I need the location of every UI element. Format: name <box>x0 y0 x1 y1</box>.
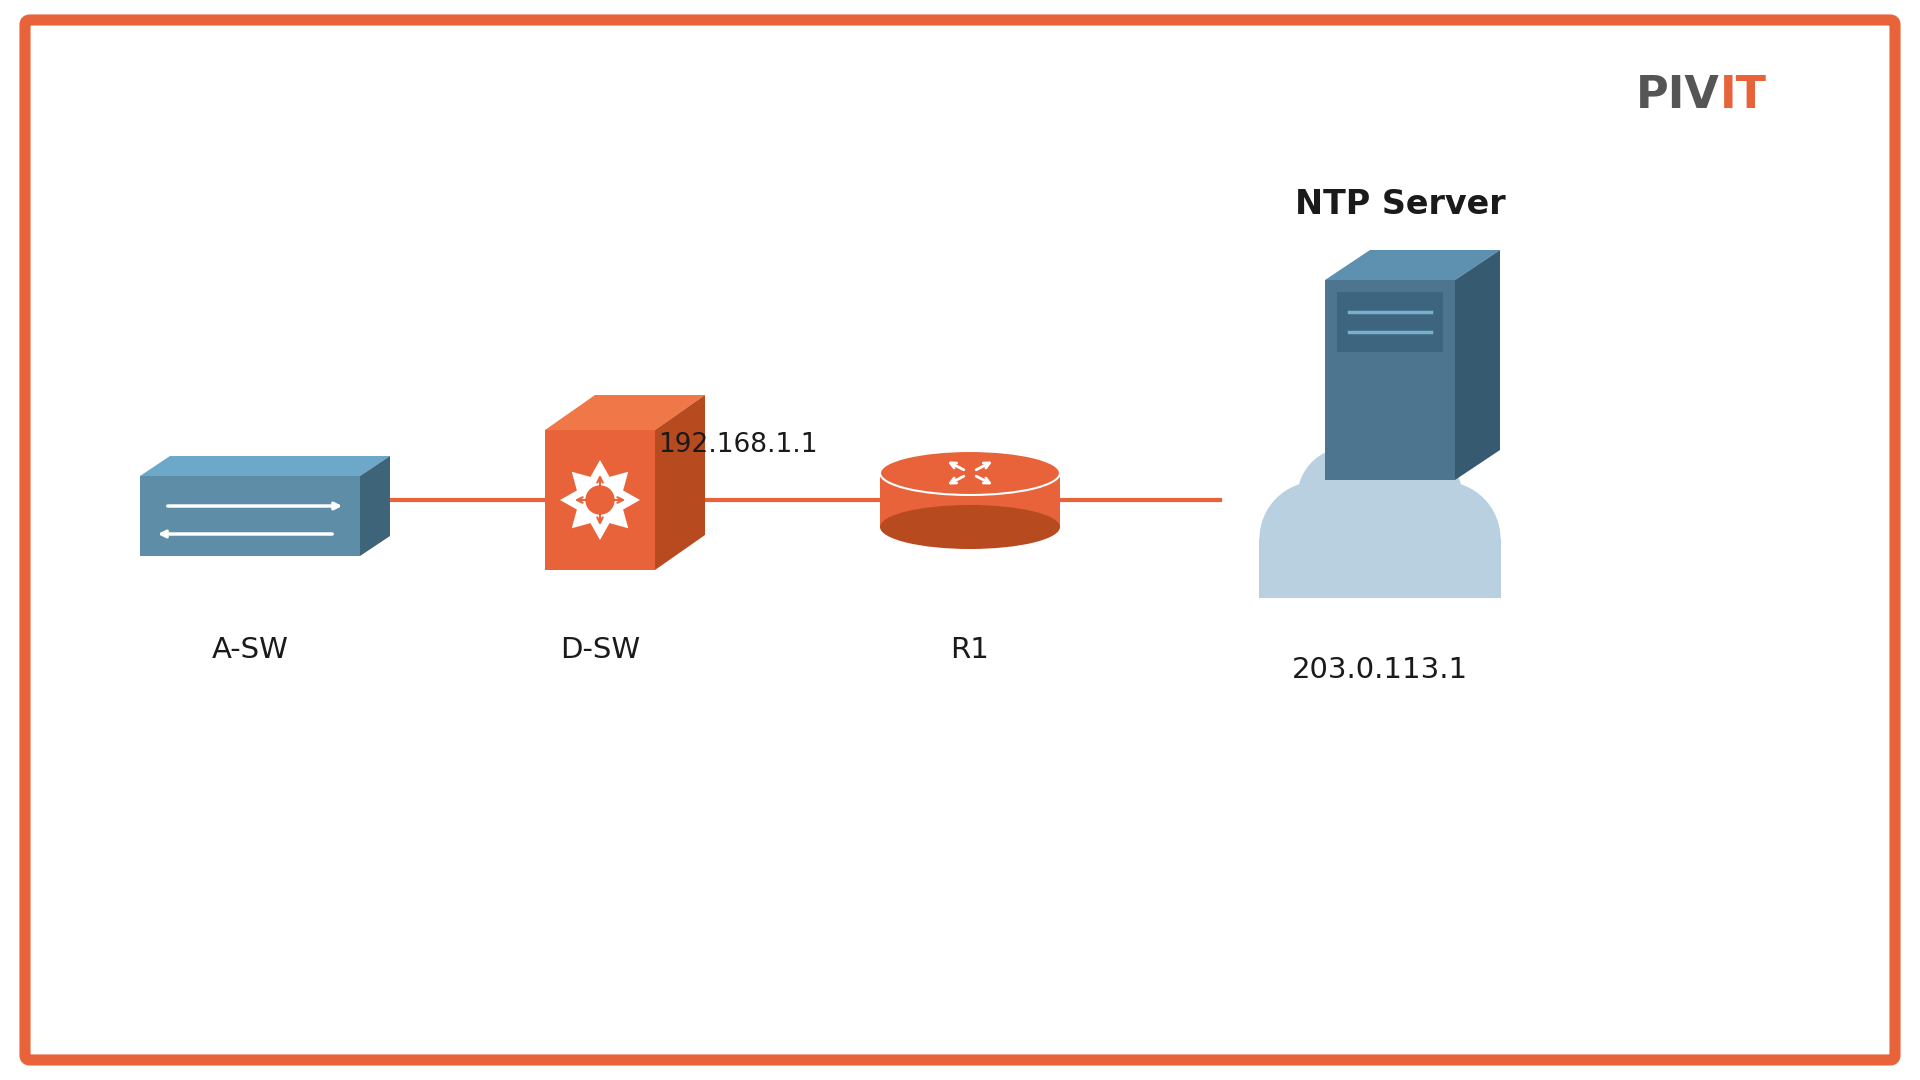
Circle shape <box>1361 447 1463 548</box>
Text: NTP Server: NTP Server <box>1294 189 1505 221</box>
Text: IT: IT <box>1720 73 1766 117</box>
Circle shape <box>1308 449 1452 593</box>
Text: D-SW: D-SW <box>561 636 639 664</box>
Circle shape <box>1260 482 1375 596</box>
Polygon shape <box>561 460 639 540</box>
Text: 192.168.1.1: 192.168.1.1 <box>659 432 818 458</box>
Polygon shape <box>1260 539 1501 598</box>
Polygon shape <box>140 476 361 556</box>
Text: 203.0.113.1: 203.0.113.1 <box>1292 656 1469 684</box>
Ellipse shape <box>879 451 1060 495</box>
Polygon shape <box>1336 292 1444 352</box>
Polygon shape <box>1325 249 1500 280</box>
Polygon shape <box>655 395 705 570</box>
Circle shape <box>1386 482 1501 596</box>
Polygon shape <box>361 456 390 556</box>
Text: A-SW: A-SW <box>211 636 288 664</box>
Polygon shape <box>879 473 1060 527</box>
Ellipse shape <box>879 505 1060 549</box>
Circle shape <box>586 486 614 514</box>
Polygon shape <box>545 430 655 570</box>
Polygon shape <box>545 395 705 430</box>
Text: R1: R1 <box>950 636 989 664</box>
Polygon shape <box>1325 280 1455 480</box>
Polygon shape <box>1455 249 1500 480</box>
Text: PIV: PIV <box>1636 73 1720 117</box>
Polygon shape <box>140 456 390 476</box>
Circle shape <box>1298 447 1398 548</box>
